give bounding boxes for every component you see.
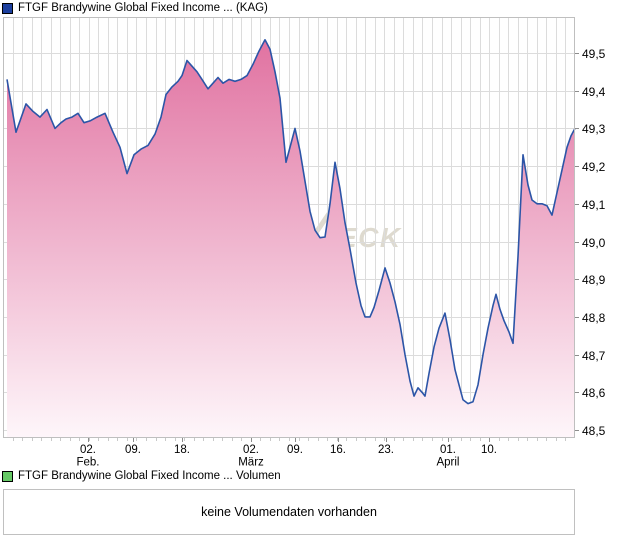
plot-border <box>3 17 575 438</box>
svg-text:02.: 02. <box>243 444 259 456</box>
svg-text:01.: 01. <box>440 444 456 456</box>
price-chart: ECK49,549,449,349,249,149,048,948,848,74… <box>3 17 606 468</box>
svg-text:02.: 02. <box>80 444 96 456</box>
svg-text:48,9: 48,9 <box>582 273 606 287</box>
svg-text:48,6: 48,6 <box>582 386 606 400</box>
svg-text:49,2: 49,2 <box>582 160 606 174</box>
volume-legend-label: FTGF Brandywine Global Fixed Income ... … <box>18 470 281 482</box>
svg-text:Feb.: Feb. <box>76 457 99 469</box>
price-series-swatch-icon <box>2 3 13 14</box>
svg-text:16.: 16. <box>330 444 346 456</box>
area-series <box>7 39 575 439</box>
svg-text:09.: 09. <box>287 444 303 456</box>
volume-legend: FTGF Brandywine Global Fixed Income ... … <box>2 470 281 483</box>
svg-text:April: April <box>436 457 459 469</box>
volume-series-swatch-icon <box>2 471 13 482</box>
svg-text:49,1: 49,1 <box>582 198 606 212</box>
svg-text:48,5: 48,5 <box>582 424 606 438</box>
y-axis-labels: 49,5 49,4 49,3 49,2 49,1 49,0 48,9 48,8 48,7 48,6… <box>575 47 606 438</box>
svg-text:18.: 18. <box>174 444 190 456</box>
svg-text:48,7: 48,7 <box>582 349 606 363</box>
svg-text:49,5: 49,5 <box>582 47 606 61</box>
price-legend-label: FTGF Brandywine Global Fixed Income ... … <box>18 2 268 14</box>
svg-text:49,3: 49,3 <box>582 122 606 136</box>
no-volume-message: keine Volumendaten vorhanden <box>201 505 377 519</box>
svg-text:10.: 10. <box>481 444 497 456</box>
price-legend: FTGF Brandywine Global Fixed Income ... … <box>2 2 268 15</box>
price-line <box>6 39 576 405</box>
volume-panel: keine Volumendaten vorhanden <box>3 489 575 535</box>
svg-text:48,8: 48,8 <box>582 311 606 325</box>
svg-text:09.: 09. <box>125 444 141 456</box>
svg-text:März: März <box>238 457 264 469</box>
svg-text:23.: 23. <box>378 444 394 456</box>
day-ticks <box>13 438 566 441</box>
svg-text:49,0: 49,0 <box>582 236 606 250</box>
svg-text:49,4: 49,4 <box>582 85 606 99</box>
